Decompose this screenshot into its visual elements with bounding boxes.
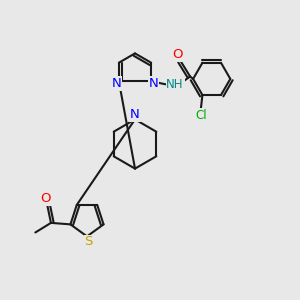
Text: S: S — [84, 235, 93, 248]
Text: O: O — [172, 48, 183, 62]
Text: N: N — [148, 77, 158, 90]
Text: N: N — [112, 77, 122, 90]
Text: NH: NH — [167, 78, 184, 92]
Text: O: O — [40, 192, 51, 206]
Text: N: N — [130, 108, 140, 122]
Text: Cl: Cl — [195, 109, 207, 122]
